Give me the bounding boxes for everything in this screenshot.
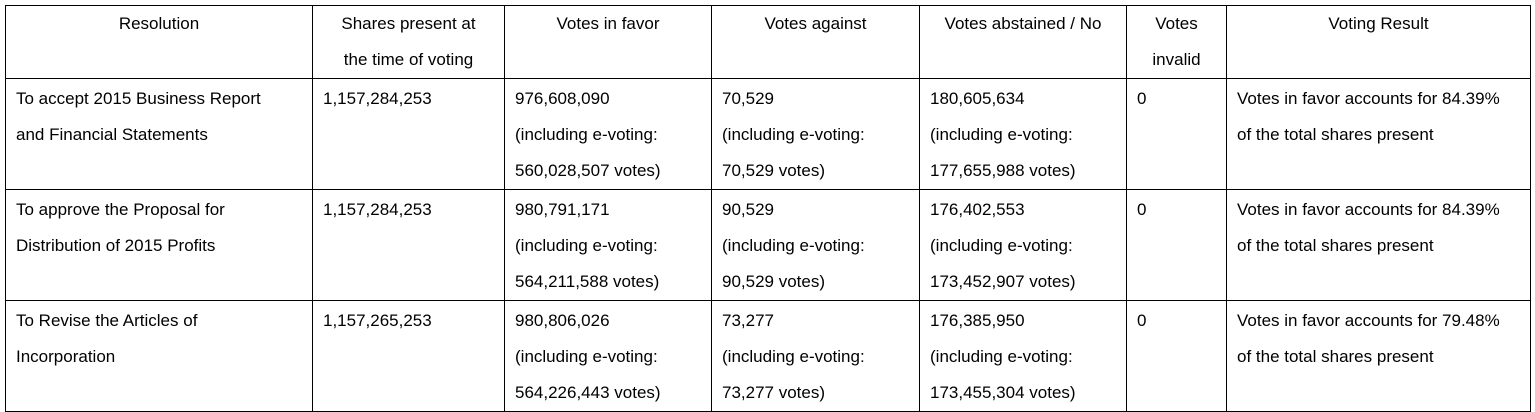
header-votes-in-favor: Votes in favor [504,5,712,79]
cell-votes-invalid: 0 [1126,189,1227,301]
cell-voting-result: Votes in favor accounts for 84.39% of the… [1226,78,1531,190]
cell-voting-result: Votes in favor accounts for 79.48% of the… [1226,300,1531,412]
cell-shares-present: 1,157,284,253 [312,78,505,190]
table-row: To Revise the Articles of Incorporation 1… [5,300,1531,412]
cell-votes-in-favor: 980,791,171 (including e-voting: 564,211,5… [504,189,712,301]
header-votes-abstained: Votes abstained / No [919,5,1127,79]
cell-votes-abstained: 180,605,634 (including e-voting: 177,655,9… [919,78,1127,190]
header-votes-against: Votes against [711,5,920,79]
cell-votes-abstained: 176,402,553 (including e-voting: 173,452,9… [919,189,1127,301]
table-row: To accept 2015 Business Report and Financ… [5,78,1531,190]
voting-results-table: Resolution Shares present at the time of … [5,5,1531,412]
header-shares-present: Shares present at the time of voting [312,5,505,79]
cell-votes-abstained: 176,385,950 (including e-voting: 173,455,3… [919,300,1127,412]
cell-votes-in-favor: 980,806,026 (including e-voting: 564,226,4… [504,300,712,412]
cell-resolution: To approve the Proposal for Distribution … [5,189,313,301]
cell-votes-invalid: 0 [1126,300,1227,412]
header-voting-result: Voting Result [1226,5,1531,79]
table-row: To approve the Proposal for Distribution … [5,189,1531,301]
cell-votes-against: 90,529 (including e-voting: 90,529 votes) [711,189,920,301]
cell-resolution: To accept 2015 Business Report and Financ… [5,78,313,190]
header-resolution: Resolution [5,5,313,79]
header-row: Resolution Shares present at the time of … [5,5,1531,79]
cell-votes-against: 73,277 (including e-voting: 73,277 votes) [711,300,920,412]
cell-votes-invalid: 0 [1126,78,1227,190]
cell-votes-in-favor: 976,608,090 (including e-voting: 560,028,5… [504,78,712,190]
header-votes-invalid: Votes invalid [1126,5,1227,79]
cell-shares-present: 1,157,284,253 [312,189,505,301]
cell-voting-result: Votes in favor accounts for 84.39% of the… [1226,189,1531,301]
cell-votes-against: 70,529 (including e-voting: 70,529 votes) [711,78,920,190]
cell-shares-present: 1,157,265,253 [312,300,505,412]
cell-resolution: To Revise the Articles of Incorporation [5,300,313,412]
